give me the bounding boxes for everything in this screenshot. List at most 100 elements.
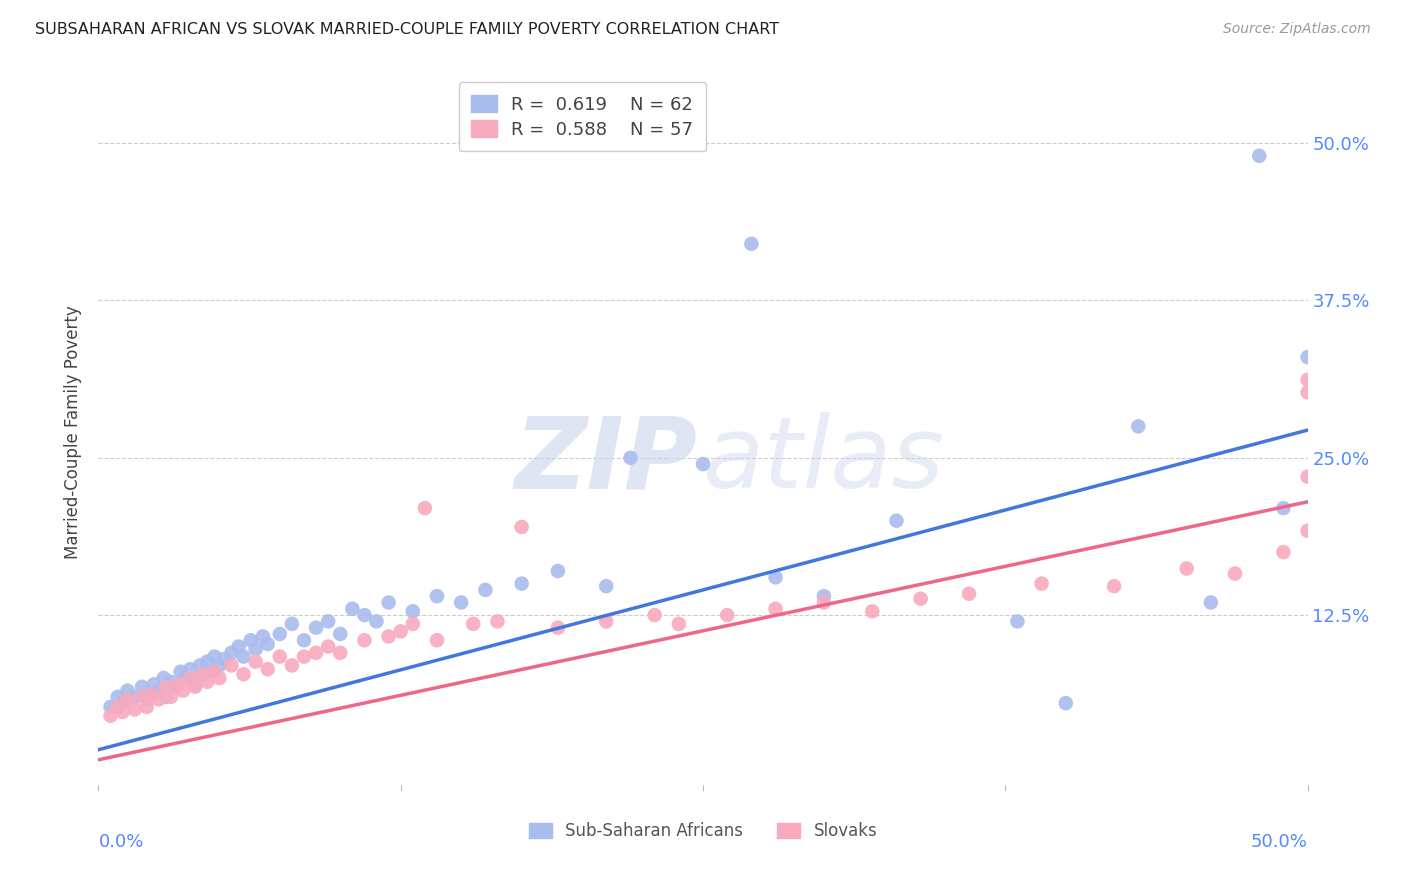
Text: SUBSAHARAN AFRICAN VS SLOVAK MARRIED-COUPLE FAMILY POVERTY CORRELATION CHART: SUBSAHARAN AFRICAN VS SLOVAK MARRIED-COU… (35, 22, 779, 37)
Point (155, 680, 177, 694)
Point (169, 665, 191, 679)
Point (281, 616, 304, 631)
Point (426, 633, 449, 648)
Point (1249, 149, 1271, 163)
Point (292, 633, 315, 648)
Point (450, 595, 472, 609)
Point (111, 705, 134, 719)
Point (232, 667, 254, 681)
Point (1128, 419, 1150, 434)
Point (269, 627, 291, 641)
Text: 50.0%: 50.0% (1251, 833, 1308, 851)
Point (107, 700, 129, 714)
Point (1296, 524, 1319, 538)
Point (1031, 576, 1053, 591)
Point (740, 236, 762, 251)
Point (107, 690, 129, 704)
Point (135, 700, 157, 714)
Point (131, 690, 153, 704)
Point (141, 687, 163, 701)
Text: 0.0%: 0.0% (98, 833, 143, 851)
Point (160, 674, 183, 689)
Point (765, 570, 787, 584)
Point (474, 582, 496, 597)
Point (1223, 566, 1246, 581)
Point (813, 589, 835, 603)
Point (167, 677, 190, 691)
Point (204, 665, 226, 679)
Point (329, 627, 352, 641)
Text: ZIP: ZIP (515, 412, 697, 509)
Point (148, 692, 170, 706)
Point (117, 692, 139, 706)
Point (204, 649, 226, 664)
Point (1296, 373, 1319, 387)
Point (292, 649, 315, 664)
Point (117, 683, 139, 698)
Point (143, 677, 166, 691)
Point (135, 692, 157, 706)
Point (1054, 696, 1077, 710)
Point (765, 602, 787, 616)
Point (232, 649, 254, 664)
Point (221, 658, 243, 673)
Point (165, 680, 187, 694)
Point (305, 646, 328, 660)
Point (172, 683, 194, 698)
Point (179, 671, 201, 685)
Point (124, 690, 146, 704)
Point (353, 633, 375, 648)
Point (188, 658, 211, 673)
Point (1175, 561, 1198, 575)
Point (1296, 350, 1319, 364)
Point (124, 702, 146, 716)
Point (245, 655, 267, 669)
Point (692, 457, 714, 471)
Point (228, 640, 250, 654)
Point (1199, 595, 1222, 609)
Point (860, 604, 883, 618)
Point (510, 576, 533, 591)
Point (141, 687, 163, 701)
Point (208, 658, 231, 673)
Point (813, 595, 835, 609)
Point (316, 640, 339, 654)
Legend: Sub-Saharan Africans, Slovaks: Sub-Saharan Africans, Slovaks (522, 816, 884, 847)
Point (463, 616, 485, 631)
Text: atlas: atlas (703, 412, 945, 509)
Point (353, 608, 375, 623)
Point (1007, 615, 1029, 629)
Point (174, 671, 197, 685)
Point (402, 616, 425, 631)
Point (595, 615, 617, 629)
Point (245, 642, 267, 657)
Point (184, 680, 207, 694)
Point (402, 604, 425, 618)
Point (131, 680, 153, 694)
Point (366, 615, 388, 629)
Point (886, 514, 908, 528)
Point (305, 621, 328, 635)
Point (191, 667, 214, 681)
Point (212, 652, 235, 666)
Point (201, 665, 224, 679)
Point (644, 608, 666, 623)
Point (1272, 501, 1295, 516)
Point (155, 690, 177, 704)
Point (1102, 579, 1125, 593)
Point (239, 633, 262, 648)
Point (195, 674, 218, 689)
Point (329, 646, 352, 660)
Point (377, 595, 399, 609)
Point (1296, 469, 1319, 483)
Point (256, 662, 278, 676)
Point (389, 624, 412, 639)
Point (100, 700, 122, 714)
Point (256, 637, 278, 651)
Point (316, 615, 339, 629)
Point (547, 564, 569, 578)
Point (910, 591, 932, 606)
Point (619, 450, 641, 465)
Point (547, 621, 569, 635)
Point (486, 615, 509, 629)
